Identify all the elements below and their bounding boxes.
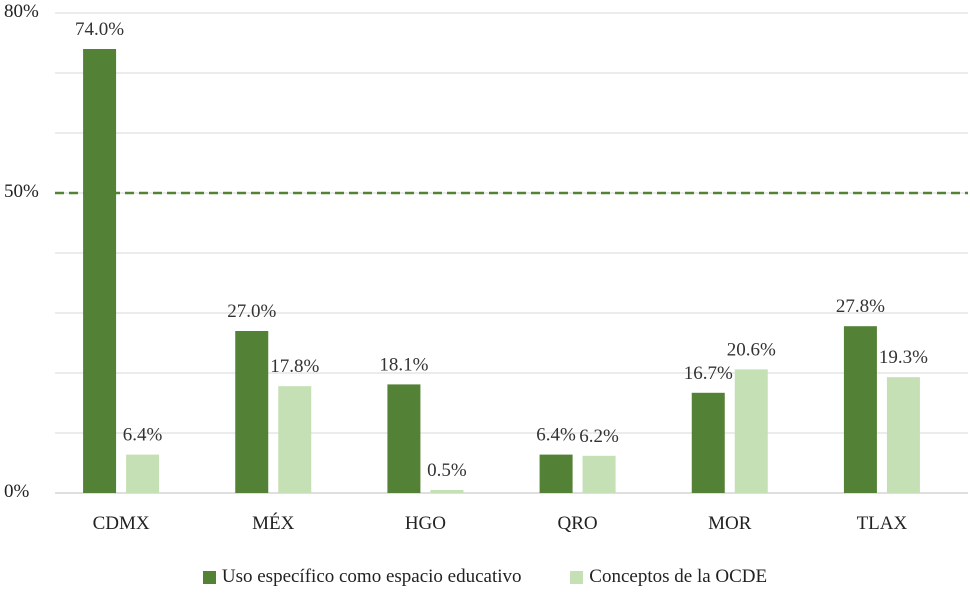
data-label: 0.5% [427,460,467,481]
legend: Uso específico como espacio educativo Co… [0,566,970,590]
data-label: 74.0% [75,19,124,40]
x-tick-label: CDMX [93,513,150,534]
bar-series-2 [886,377,920,493]
x-tick-label: HGO [405,513,446,534]
bar-series-2 [734,369,768,493]
data-label: 27.8% [836,296,885,317]
legend-swatch-series-1 [202,570,216,584]
bar-series-2 [582,455,616,493]
bar-series-1 [235,331,269,493]
x-tick-label: TLAX [857,513,908,534]
bar-series-2 [430,490,464,493]
legend-item-series-1: Uso específico como espacio educativo [202,566,522,588]
legend-item-series-2: Conceptos de la OCDE [570,566,767,588]
y-tick-label: 80% [4,1,39,22]
data-label: 6.2% [579,426,619,447]
y-tick-label: 0% [4,481,30,502]
legend-label-series-1: Uso específico como espacio educativo [221,566,522,587]
x-tick-label: MÉX [252,512,295,534]
bar-series-1 [387,384,421,493]
data-label: 6.4% [123,425,163,446]
data-label: 16.7% [684,363,733,384]
x-tick-label: QRO [558,513,598,534]
bar-series-1 [843,326,877,493]
bar-series-1 [691,392,725,493]
x-tick-label: MOR [708,513,752,534]
bar-series-1 [539,454,573,493]
bar-series-2 [126,454,160,493]
y-tick-label: 50% [4,181,39,202]
data-label: 27.0% [227,301,276,322]
bar-series-1 [83,49,117,493]
legend-label-series-2: Conceptos de la OCDE [589,566,768,587]
data-label: 17.8% [270,356,319,377]
legend-swatch-series-2 [570,570,584,584]
data-label: 6.4% [536,425,576,446]
data-label: 20.6% [727,339,776,360]
data-label: 19.3% [879,347,928,368]
bar-series-2 [278,386,312,493]
bar-chart: 0% 50% 80% 74.0% 27.0% 18.1% 6.4% 16.7% 27.8% 6.4… [4,1,968,534]
data-label: 18.1% [379,354,428,375]
